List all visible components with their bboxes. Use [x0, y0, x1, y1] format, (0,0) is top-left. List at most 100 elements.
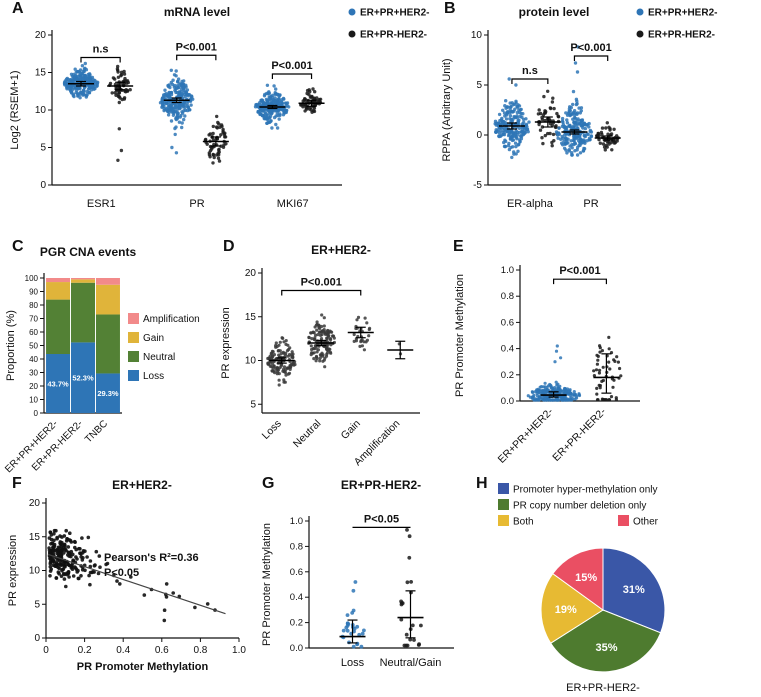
error-bar — [593, 353, 620, 394]
pie-slice — [552, 547, 604, 611]
error-bar — [534, 116, 561, 128]
pie-bottom-label: ER+PR-HER2- — [566, 682, 640, 694]
panel-letter-D: D — [223, 238, 235, 255]
x-category-label: TNBC — [83, 418, 110, 445]
y-tick-label: 50 — [29, 342, 38, 351]
bar-segment-Gain — [95, 284, 120, 315]
x-category-label: ESR1 — [87, 198, 116, 210]
y-tick-label: 20 — [35, 30, 47, 41]
y-tick-label: 0 — [34, 633, 40, 644]
y-tick-label: 0.4 — [290, 592, 303, 603]
regression-line — [47, 553, 226, 615]
x-category-label: ER-alpha — [507, 198, 554, 210]
legend-label: ER+PR+HER2- — [648, 8, 717, 19]
y-tick-label: 1.0 — [290, 516, 303, 527]
y-tick-label: 5 — [34, 599, 40, 610]
error-bar — [498, 122, 525, 130]
significance-label: n.s — [522, 65, 538, 77]
error-bar — [68, 80, 94, 87]
y-tick-label: 5 — [476, 80, 482, 91]
significance-bracket — [176, 54, 217, 61]
scatter-group — [108, 64, 132, 162]
y-tick-label: 0.6 — [501, 317, 514, 328]
x-tick-label: 0.2 — [78, 645, 92, 656]
scatter-group — [62, 61, 100, 100]
chart-C: 0 10 20 30 40 50 60 70 80 90 100 Proportion (%) PGR … — [4, 245, 200, 473]
legend-swatch — [128, 351, 139, 362]
y-tick-label: 80 — [29, 301, 38, 310]
y-tick-label: 10 — [245, 356, 257, 367]
chart-A: 0 5 10 15 20 Log2 (RSEM+1) mRNA level ER+PR+HER… — [9, 5, 429, 210]
pie-slice-label: 15% — [575, 572, 597, 584]
panel-F: F 0 5 10 15 20 PR expression ER+HER2- 0 0.2 0.4 0.… — [4, 475, 252, 697]
y-axis-label: PR expression — [220, 307, 232, 379]
error-bar — [561, 129, 588, 135]
y-tick-label: 0.6 — [290, 567, 303, 578]
y-tick-label: 0.8 — [290, 541, 303, 552]
significance-label: P<0.001 — [176, 41, 217, 53]
x-category-label: Neutral/Gain — [380, 657, 442, 669]
bar-loss-label: 43.7% — [47, 380, 69, 389]
significance-bracket — [511, 78, 549, 84]
pie-slice — [602, 547, 666, 634]
panel-title: PGR CNA events — [40, 245, 137, 259]
legend-dot — [348, 30, 356, 38]
y-tick-label: 90 — [29, 288, 38, 297]
y-axis-label: Proportion (%) — [5, 310, 17, 381]
bar-segment-Loss — [95, 373, 120, 413]
error-bar — [107, 81, 134, 91]
legend-swatch — [128, 332, 139, 343]
scatter-group — [203, 114, 228, 165]
y-tick-label: 0 — [476, 130, 482, 141]
pie-slice-label: 19% — [555, 604, 577, 616]
panel-title: ER+HER2- — [112, 478, 172, 492]
legend-label: ER+PR+HER2- — [360, 8, 429, 19]
significance-label: P<0.001 — [570, 42, 611, 54]
chart-E: 0.0 0.2 0.4 0.6 0.8 1.0 PR Promoter Methylatio… — [454, 265, 640, 466]
panel-title: ER+PR-HER2- — [341, 478, 421, 492]
error-bar — [268, 357, 295, 364]
significance-bracket — [80, 56, 121, 63]
legend-label: Gain — [143, 333, 164, 344]
y-tick-label: 5 — [40, 143, 46, 154]
significance-label: P<0.001 — [271, 60, 312, 72]
y-tick-label: 5 — [250, 399, 256, 410]
y-tick-label: 10 — [29, 396, 38, 405]
bar-segment-Neutral — [71, 282, 95, 343]
significance-bracket — [573, 55, 609, 61]
legend-label: Both — [513, 517, 534, 528]
scatter-group — [158, 68, 195, 155]
bar-segment-Loss — [46, 354, 71, 413]
stats-annotation: P<0.05 — [104, 567, 139, 579]
significance-bracket — [281, 289, 362, 296]
chart-G: 0.0 0.2 0.4 0.6 0.8 1.0 PR Promoter Methylatio… — [261, 478, 454, 669]
x-category-label: Loss — [260, 418, 284, 442]
panel-title: protein level — [519, 5, 590, 19]
significance-bracket — [271, 73, 313, 79]
y-tick-label: 0.0 — [290, 643, 303, 654]
significance-label: P<0.05 — [364, 513, 399, 525]
scatter-group — [399, 528, 423, 648]
legend-label: Promoter hyper-methylation only — [513, 485, 658, 496]
x-tick-label: 0.4 — [116, 645, 130, 656]
bar-segment-Amplification — [95, 278, 120, 285]
error-bar — [298, 99, 325, 107]
scatter-group — [340, 580, 366, 649]
legend-label: Amplification — [143, 314, 200, 325]
y-tick-label: 10 — [471, 30, 483, 41]
legend-label: Neutral — [143, 352, 175, 363]
y-tick-label: 1.0 — [501, 265, 514, 276]
y-tick-label: 70 — [29, 315, 38, 324]
x-category-label: Loss — [341, 657, 365, 669]
error-bar — [347, 326, 374, 339]
pie-slice — [540, 572, 604, 644]
y-tick-label: -5 — [473, 180, 482, 191]
x-category-label: ER+PR+HER2- — [496, 405, 556, 465]
y-axis-label: Log2 (RSEM+1) — [9, 70, 21, 149]
scatter-group — [592, 335, 623, 402]
y-axis-label: RPPA (Arbitrary Unit) — [441, 58, 453, 161]
legend-swatch — [498, 515, 509, 526]
x-category-label: PR — [583, 198, 598, 210]
chart-F: 0 5 10 15 20 PR expression ER+HER2- 0 0.2 0.4 0.6 0… — [7, 478, 246, 673]
